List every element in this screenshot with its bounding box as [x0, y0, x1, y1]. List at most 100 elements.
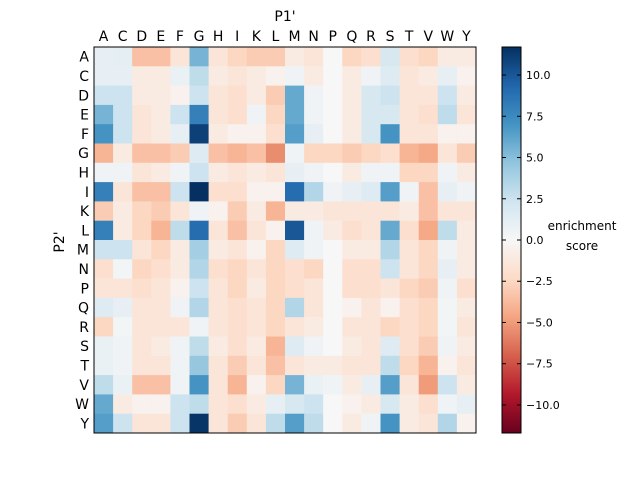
heatmap-cell	[113, 259, 133, 280]
y-tick-label: D	[78, 88, 89, 104]
x-tick-label: G	[194, 29, 205, 45]
heatmap-cell	[399, 182, 420, 202]
heatmap-cell	[246, 297, 267, 318]
y-tick-label: V	[79, 378, 89, 394]
heatmap-cell	[170, 220, 190, 241]
y-tick-label: F	[81, 127, 89, 143]
colorbar-tick-label: −7.5	[526, 358, 553, 371]
heatmap-cell	[285, 143, 305, 164]
heatmap-cell	[437, 355, 458, 376]
heatmap-cell	[437, 394, 458, 415]
heatmap-cell	[323, 317, 343, 337]
x-tick-label: M	[289, 29, 301, 45]
heatmap-cell	[304, 220, 324, 241]
heatmap-cell	[113, 317, 133, 337]
heatmap-cell	[380, 240, 401, 260]
heatmap-cell	[227, 375, 248, 395]
heatmap-cell	[380, 85, 401, 106]
heatmap-cell	[189, 85, 210, 106]
heatmap-cell	[380, 104, 401, 125]
heatmap-cell	[151, 355, 171, 376]
x-tick-label: R	[366, 29, 376, 45]
heatmap-cell	[265, 47, 286, 67]
heatmap-cell	[418, 47, 439, 67]
heatmap-cell	[323, 336, 343, 357]
heatmap-cell	[418, 259, 439, 280]
heatmap-cell	[437, 220, 458, 241]
heatmap-cell	[285, 66, 305, 87]
y-tick-label: N	[79, 262, 89, 278]
heatmap-cell	[208, 355, 229, 376]
heatmap-cell	[208, 124, 229, 144]
colorbar-tick-label: −2.5	[526, 275, 553, 288]
heatmap-cell	[399, 240, 420, 260]
x-tick-label: V	[423, 29, 433, 45]
heatmap-cell	[132, 394, 152, 415]
heatmap-cell	[208, 182, 229, 202]
heatmap-cell	[189, 355, 210, 376]
heatmap-cell	[265, 182, 286, 202]
y-tick-label: G	[78, 146, 89, 162]
y-tick-label: A	[79, 50, 89, 66]
heatmap-cell	[361, 182, 381, 202]
heatmap-cell	[437, 124, 458, 144]
heatmap-cell	[170, 278, 190, 299]
heatmap-cell	[285, 355, 305, 376]
heatmap-cell	[113, 162, 133, 183]
heatmap-cell	[361, 413, 381, 434]
x-tick-label: Q	[346, 29, 357, 45]
heatmap-cell	[380, 66, 401, 87]
heatmap-cell	[227, 413, 248, 434]
heatmap-cell	[399, 355, 420, 376]
heatmap-cell	[456, 143, 477, 164]
heatmap-cell	[151, 104, 171, 125]
heatmap-cell	[265, 297, 286, 318]
heatmap-cell	[418, 336, 439, 357]
heatmap-cell	[94, 66, 114, 87]
heatmap-cell	[113, 182, 133, 202]
heatmap-cell	[208, 278, 229, 299]
x-tick-label: C	[118, 29, 128, 45]
heatmap-cell	[380, 47, 401, 67]
heatmap-cell	[323, 182, 343, 202]
heatmap-cell	[94, 355, 114, 376]
heatmap-cell	[113, 375, 133, 395]
heatmap-cell	[113, 413, 133, 434]
heatmap-cell	[323, 355, 343, 376]
heatmap-cell	[361, 297, 381, 318]
heatmap-cell	[132, 47, 152, 67]
x-tick-label: P	[329, 29, 337, 45]
heatmap-cell	[418, 240, 439, 260]
heatmap-cell	[323, 66, 343, 87]
x-tick-label: A	[99, 29, 109, 45]
heatmap-cell	[304, 47, 324, 67]
heatmap-cell	[170, 124, 190, 144]
colorbar-tick-label: −5.0	[526, 316, 553, 329]
heatmap-cell	[361, 47, 381, 67]
heatmap-cell	[380, 201, 401, 222]
heatmap-cell	[94, 124, 114, 144]
heatmap-cell	[113, 143, 133, 164]
heatmap-cell	[342, 162, 362, 183]
heatmap-cell	[323, 278, 343, 299]
heatmap-cell	[456, 47, 477, 67]
heatmap-cell	[437, 240, 458, 260]
heatmap-cell	[418, 143, 439, 164]
heatmap-cell	[342, 375, 362, 395]
x-tick-label: Y	[461, 29, 471, 45]
x-axis-label: P1'	[274, 9, 295, 25]
heatmap-cell	[361, 355, 381, 376]
heatmap-cell	[304, 375, 324, 395]
heatmap-cell	[151, 259, 171, 280]
heatmap-cell	[323, 162, 343, 183]
heatmap-cell	[246, 375, 267, 395]
heatmap-cell	[246, 162, 267, 183]
heatmap-cell	[113, 394, 133, 415]
heatmap-cell	[304, 240, 324, 260]
heatmap-cell	[456, 278, 477, 299]
heatmap-cell	[285, 336, 305, 357]
heatmap-cell	[208, 143, 229, 164]
heatmap-cell	[285, 201, 305, 222]
heatmap-cell	[132, 278, 152, 299]
